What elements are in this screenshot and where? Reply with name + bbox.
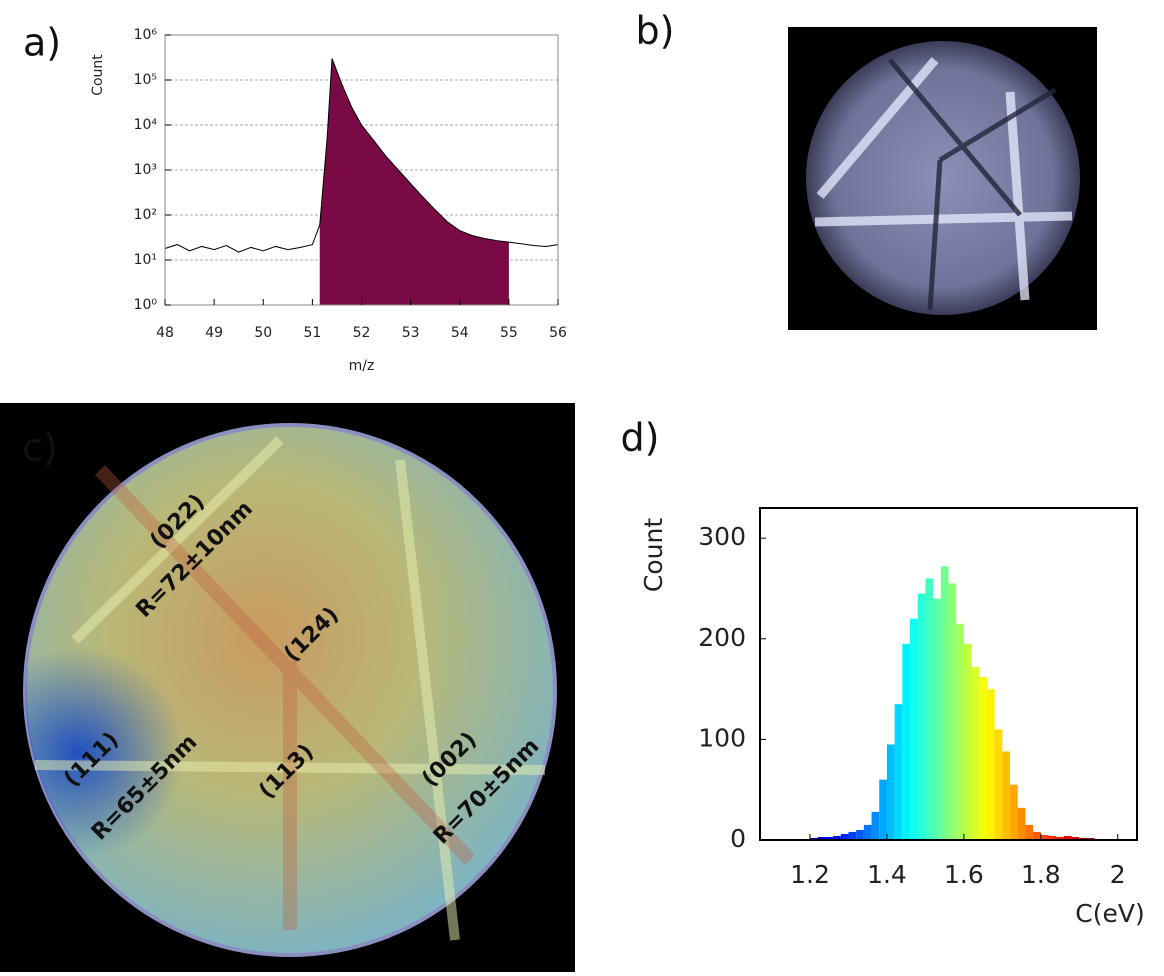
x-tick-label: 1.8 xyxy=(1021,860,1061,889)
y-tick-label: 0 xyxy=(730,824,746,853)
x-tick-label: 53 xyxy=(402,325,420,341)
y-tick-label: 10¹ xyxy=(134,252,157,268)
y-tick-label: 300 xyxy=(698,522,746,551)
panel-label: b) xyxy=(636,9,675,53)
x-axis-label: m/z xyxy=(349,358,375,374)
panel-label: d) xyxy=(621,416,660,460)
histogram-bar xyxy=(817,836,826,840)
histogram-bar xyxy=(848,831,857,840)
x-tick-label: 55 xyxy=(500,325,518,341)
y-tick-label: 10³ xyxy=(134,162,157,178)
histogram-bar xyxy=(925,578,934,840)
histogram-bar xyxy=(948,583,957,840)
panel-label: c) xyxy=(22,426,58,470)
histogram-bar xyxy=(1056,836,1064,840)
histogram-bar xyxy=(871,811,880,840)
histogram-bar xyxy=(810,837,818,840)
y-tick-label: 100 xyxy=(698,723,746,752)
histogram-bar xyxy=(956,623,964,840)
y-tick-label: 10⁵ xyxy=(134,72,157,88)
x-tick-label: 51 xyxy=(303,325,321,341)
histogram-bar xyxy=(1079,837,1087,840)
shaded-area xyxy=(319,58,509,306)
histogram-bar xyxy=(902,643,911,840)
x-tick-label: 48 xyxy=(156,325,174,341)
histogram-bar xyxy=(1002,751,1011,840)
x-tick-label: 56 xyxy=(549,325,567,341)
y-tick-label: 10⁴ xyxy=(134,117,158,133)
kikuchi-pattern xyxy=(806,41,1080,315)
histogram-bar xyxy=(917,593,926,840)
x-tick-label: 1.6 xyxy=(944,860,984,889)
histogram-bar xyxy=(833,835,841,840)
histogram-bar xyxy=(886,744,895,840)
x-tick-label: 49 xyxy=(205,325,223,341)
histogram-bar xyxy=(840,833,849,840)
x-tick-label: 54 xyxy=(451,325,469,341)
histogram-bar xyxy=(894,704,903,840)
y-axis-label: Count xyxy=(90,54,106,96)
plot-frame xyxy=(759,507,1138,841)
y-tick-label: 10² xyxy=(134,207,157,223)
x-tick-label: 52 xyxy=(353,325,371,341)
y-tick-label: 10⁶ xyxy=(134,27,158,43)
histogram-bar xyxy=(971,666,980,840)
histogram-bar xyxy=(1017,807,1026,840)
x-axis-label: C(eV) xyxy=(1075,899,1144,928)
x-tick-label: 50 xyxy=(254,325,272,341)
map-bands xyxy=(94,465,476,930)
map-bands xyxy=(34,436,546,941)
y-axis-label: Count xyxy=(639,518,668,592)
histogram-bar xyxy=(1071,836,1080,840)
histogram-bar xyxy=(1010,784,1018,840)
y-tick-label: 200 xyxy=(698,623,746,652)
histogram-bar xyxy=(1048,835,1057,840)
kikuchi-bands xyxy=(814,57,1073,301)
histogram-bar xyxy=(1033,831,1041,840)
panel-label: a) xyxy=(23,21,61,65)
histogram-bar xyxy=(1025,824,1034,840)
histogram-bar xyxy=(910,618,918,840)
histogram-bar xyxy=(863,824,872,840)
histogram-bar xyxy=(994,729,1003,840)
histogram-bar xyxy=(1063,835,1072,840)
histogram-bar xyxy=(940,566,949,840)
x-tick-label: 2 xyxy=(1110,860,1126,889)
histogram-bar xyxy=(856,829,864,840)
histogram-bar xyxy=(986,689,995,840)
x-tick-label: 1.2 xyxy=(790,860,830,889)
histogram-bar xyxy=(879,779,887,840)
histogram-bar xyxy=(1086,837,1095,840)
histogram-bar xyxy=(979,677,987,840)
kikuchi-lines xyxy=(888,58,1057,311)
histogram-bar xyxy=(825,836,834,840)
histogram-bar xyxy=(933,598,941,840)
y-tick-label: 10⁰ xyxy=(134,297,158,313)
histogram-bar xyxy=(963,643,972,840)
x-tick-label: 1.4 xyxy=(867,860,907,889)
histogram-bar xyxy=(1040,834,1049,840)
spectrum-line xyxy=(164,58,559,253)
